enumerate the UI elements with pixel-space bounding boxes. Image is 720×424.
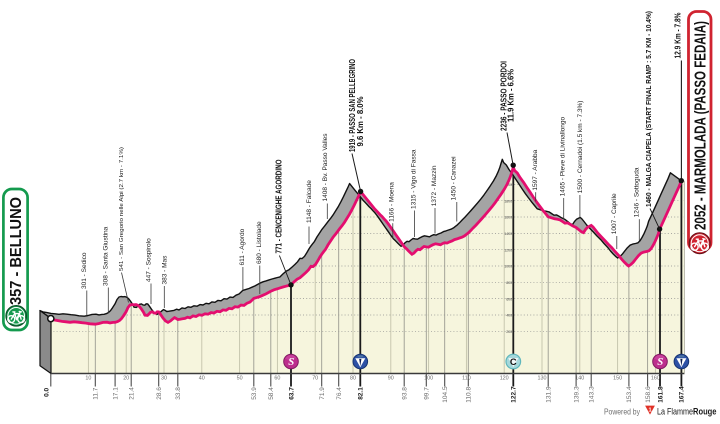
svg-text:93.8: 93.8 (402, 387, 409, 400)
svg-text:1465 - Pieve di Livinallongo: 1465 - Pieve di Livinallongo (560, 117, 567, 197)
svg-text:1408 - Bv. Passo Valles: 1408 - Bv. Passo Valles (322, 133, 329, 202)
svg-text:771 - CENCENIGHE AGORDINO: 771 - CENCENIGHE AGORDINO (273, 159, 283, 253)
svg-text:1400: 1400 (504, 232, 512, 236)
svg-text:122.7: 122.7 (511, 386, 518, 403)
svg-text:383 - Mas: 383 - Mas (161, 255, 168, 285)
svg-text:11.9 Km - 6.6%: 11.9 Km - 6.6% (506, 69, 515, 122)
svg-text:50: 50 (237, 375, 243, 381)
svg-text:Powered by: Powered by (604, 407, 641, 417)
svg-text:1000: 1000 (504, 265, 512, 269)
svg-text:9.6 Km - 8.0%: 9.6 Km - 8.0% (356, 97, 365, 147)
svg-text:1450 - Canazei: 1450 - Canazei (450, 156, 457, 200)
svg-text:99.7: 99.7 (424, 387, 431, 400)
svg-text:30: 30 (161, 375, 167, 381)
svg-text:301 - Sedico: 301 - Sedico (81, 252, 88, 289)
svg-text:308 - Santa Giustina: 308 - Santa Giustina (102, 226, 109, 286)
svg-text:20: 20 (123, 375, 129, 381)
svg-text:63.7: 63.7 (288, 387, 295, 400)
svg-text:120: 120 (500, 375, 509, 381)
svg-text:161.8: 161.8 (657, 386, 664, 403)
svg-text:680 - Listolade: 680 - Listolade (256, 221, 263, 264)
svg-text:12.9 Km - 7.8%: 12.9 Km - 7.8% (674, 13, 683, 59)
svg-text:1246 - Sottoguda: 1246 - Sottoguda (634, 167, 641, 217)
svg-text:131.9: 131.9 (546, 386, 553, 403)
svg-text:1597 - Arabba: 1597 - Arabba (532, 149, 539, 190)
svg-text:80: 80 (350, 375, 356, 381)
svg-text:1200: 1200 (504, 248, 512, 252)
svg-text:10: 10 (85, 375, 91, 381)
svg-text:800: 800 (506, 281, 512, 285)
svg-text:33.8: 33.8 (175, 387, 182, 400)
svg-text:76.4: 76.4 (336, 387, 343, 400)
svg-text:60: 60 (274, 375, 280, 381)
svg-text:C: C (510, 356, 517, 367)
svg-text:1: 1 (649, 408, 652, 414)
svg-text:2236 - PASSO PORDOI: 2236 - PASSO PORDOI (500, 61, 509, 131)
svg-text:0.0: 0.0 (44, 387, 51, 396)
svg-text:2052 - MARMOLADA (PASSO FEDAIA: 2052 - MARMOLADA (PASSO FEDAIA) (693, 21, 710, 230)
svg-text:71.9: 71.9 (319, 387, 326, 400)
svg-text:167.4: 167.4 (679, 386, 686, 403)
svg-text:143.3: 143.3 (589, 386, 596, 403)
svg-text:1500 - Cernadoi (1.5 km - 7.3%: 1500 - Cernadoi (1.5 km - 7.3%) (577, 101, 584, 194)
svg-text:1315 - Vigo di Fassa: 1315 - Vigo di Fassa (411, 149, 418, 209)
svg-text:1800: 1800 (504, 199, 512, 203)
svg-text:139.3: 139.3 (573, 386, 580, 403)
svg-text:200: 200 (506, 330, 512, 334)
svg-text:1460 - MALGA CIAPELA (START FI: 1460 - MALGA CIAPELA (START FINAL RAMP :… (644, 11, 653, 207)
svg-text:1919 - PASSO SAN PELLEGRINO: 1919 - PASSO SAN PELLEGRINO (348, 59, 357, 152)
svg-text:447 - Sospirolo: 447 - Sospirolo (146, 238, 153, 282)
svg-text:110: 110 (462, 375, 471, 381)
svg-text:600: 600 (506, 297, 512, 301)
svg-text:150: 150 (613, 375, 622, 381)
svg-text:70: 70 (312, 375, 318, 381)
svg-text:153.4: 153.4 (626, 386, 633, 403)
svg-text:1148 - Falcade: 1148 - Falcade (306, 180, 313, 223)
svg-text:21.4: 21.4 (129, 387, 136, 400)
svg-text:1166 - Moena: 1166 - Moena (389, 182, 396, 222)
svg-text:40: 40 (199, 375, 205, 381)
svg-text:1372 - Mazzin: 1372 - Mazzin (431, 165, 438, 206)
svg-text:104.5: 104.5 (442, 386, 449, 403)
svg-text:611 - Agordo: 611 - Agordo (239, 228, 246, 265)
svg-text:158.6: 158.6 (645, 386, 652, 403)
svg-text:S: S (288, 356, 294, 368)
svg-text:90: 90 (388, 375, 394, 381)
svg-text:17.1: 17.1 (112, 387, 119, 400)
svg-text:S: S (657, 356, 663, 368)
svg-text:82.1: 82.1 (358, 387, 365, 400)
svg-text:1600: 1600 (504, 216, 512, 220)
svg-text:541 - San Gregorio nelle Alpi: 541 - San Gregorio nelle Alpi (2.7 km - … (119, 147, 125, 271)
svg-text:100: 100 (424, 375, 433, 381)
svg-text:400: 400 (506, 314, 512, 318)
svg-text:357 - BELLUNO: 357 - BELLUNO (8, 197, 25, 305)
svg-text:58.4: 58.4 (268, 387, 275, 400)
svg-text:1007 - Caprile: 1007 - Caprile (611, 193, 618, 234)
svg-text:140: 140 (575, 375, 584, 381)
svg-text:11.7: 11.7 (93, 387, 100, 400)
svg-text:160: 160 (651, 375, 660, 381)
svg-text:Rouge: Rouge (693, 407, 717, 418)
svg-text:110.8: 110.8 (466, 387, 473, 403)
svg-text:130: 130 (538, 375, 547, 381)
svg-text:28.6: 28.6 (156, 387, 163, 400)
svg-text:53.9: 53.9 (251, 387, 258, 400)
svg-text:La Flamme: La Flamme (657, 407, 693, 418)
